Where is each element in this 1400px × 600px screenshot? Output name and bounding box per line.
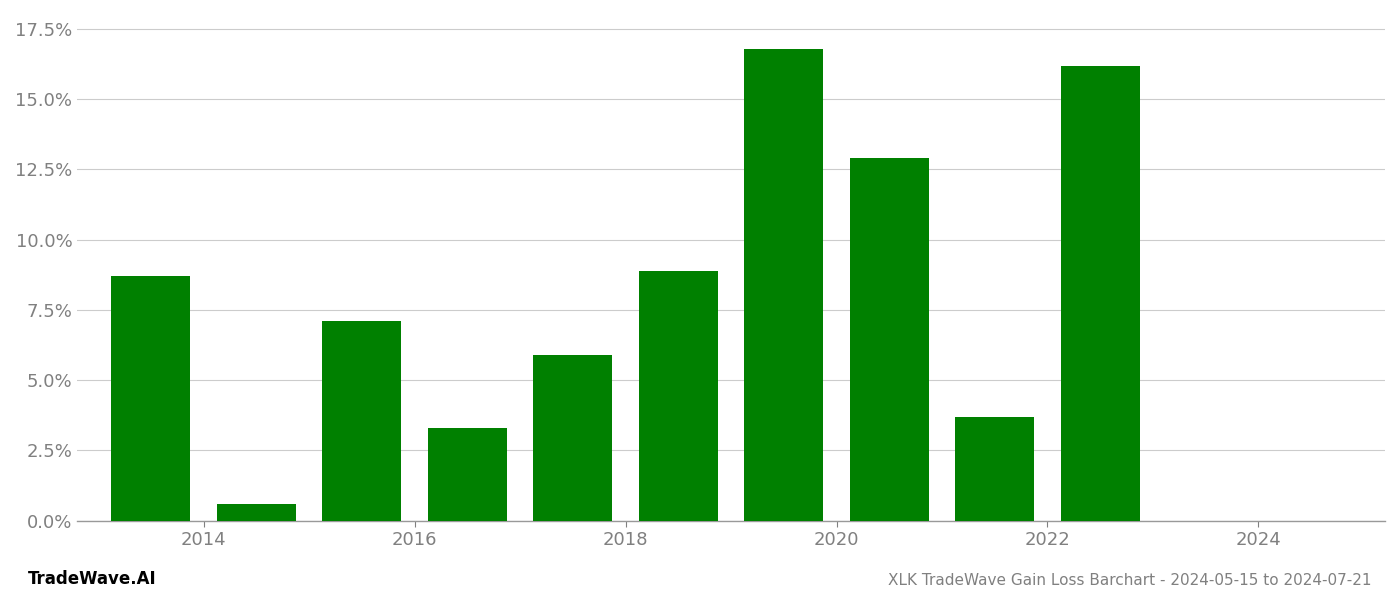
Bar [955,416,1035,521]
Bar [322,321,402,521]
Bar [1061,65,1140,521]
Bar [745,49,823,521]
Bar [112,276,190,521]
Bar [850,158,928,521]
Text: XLK TradeWave Gain Loss Barchart - 2024-05-15 to 2024-07-21: XLK TradeWave Gain Loss Barchart - 2024-… [889,573,1372,588]
Text: TradeWave.AI: TradeWave.AI [28,570,157,588]
Bar [533,355,612,521]
Bar [428,428,507,521]
Bar [217,504,295,521]
Bar [638,271,718,521]
